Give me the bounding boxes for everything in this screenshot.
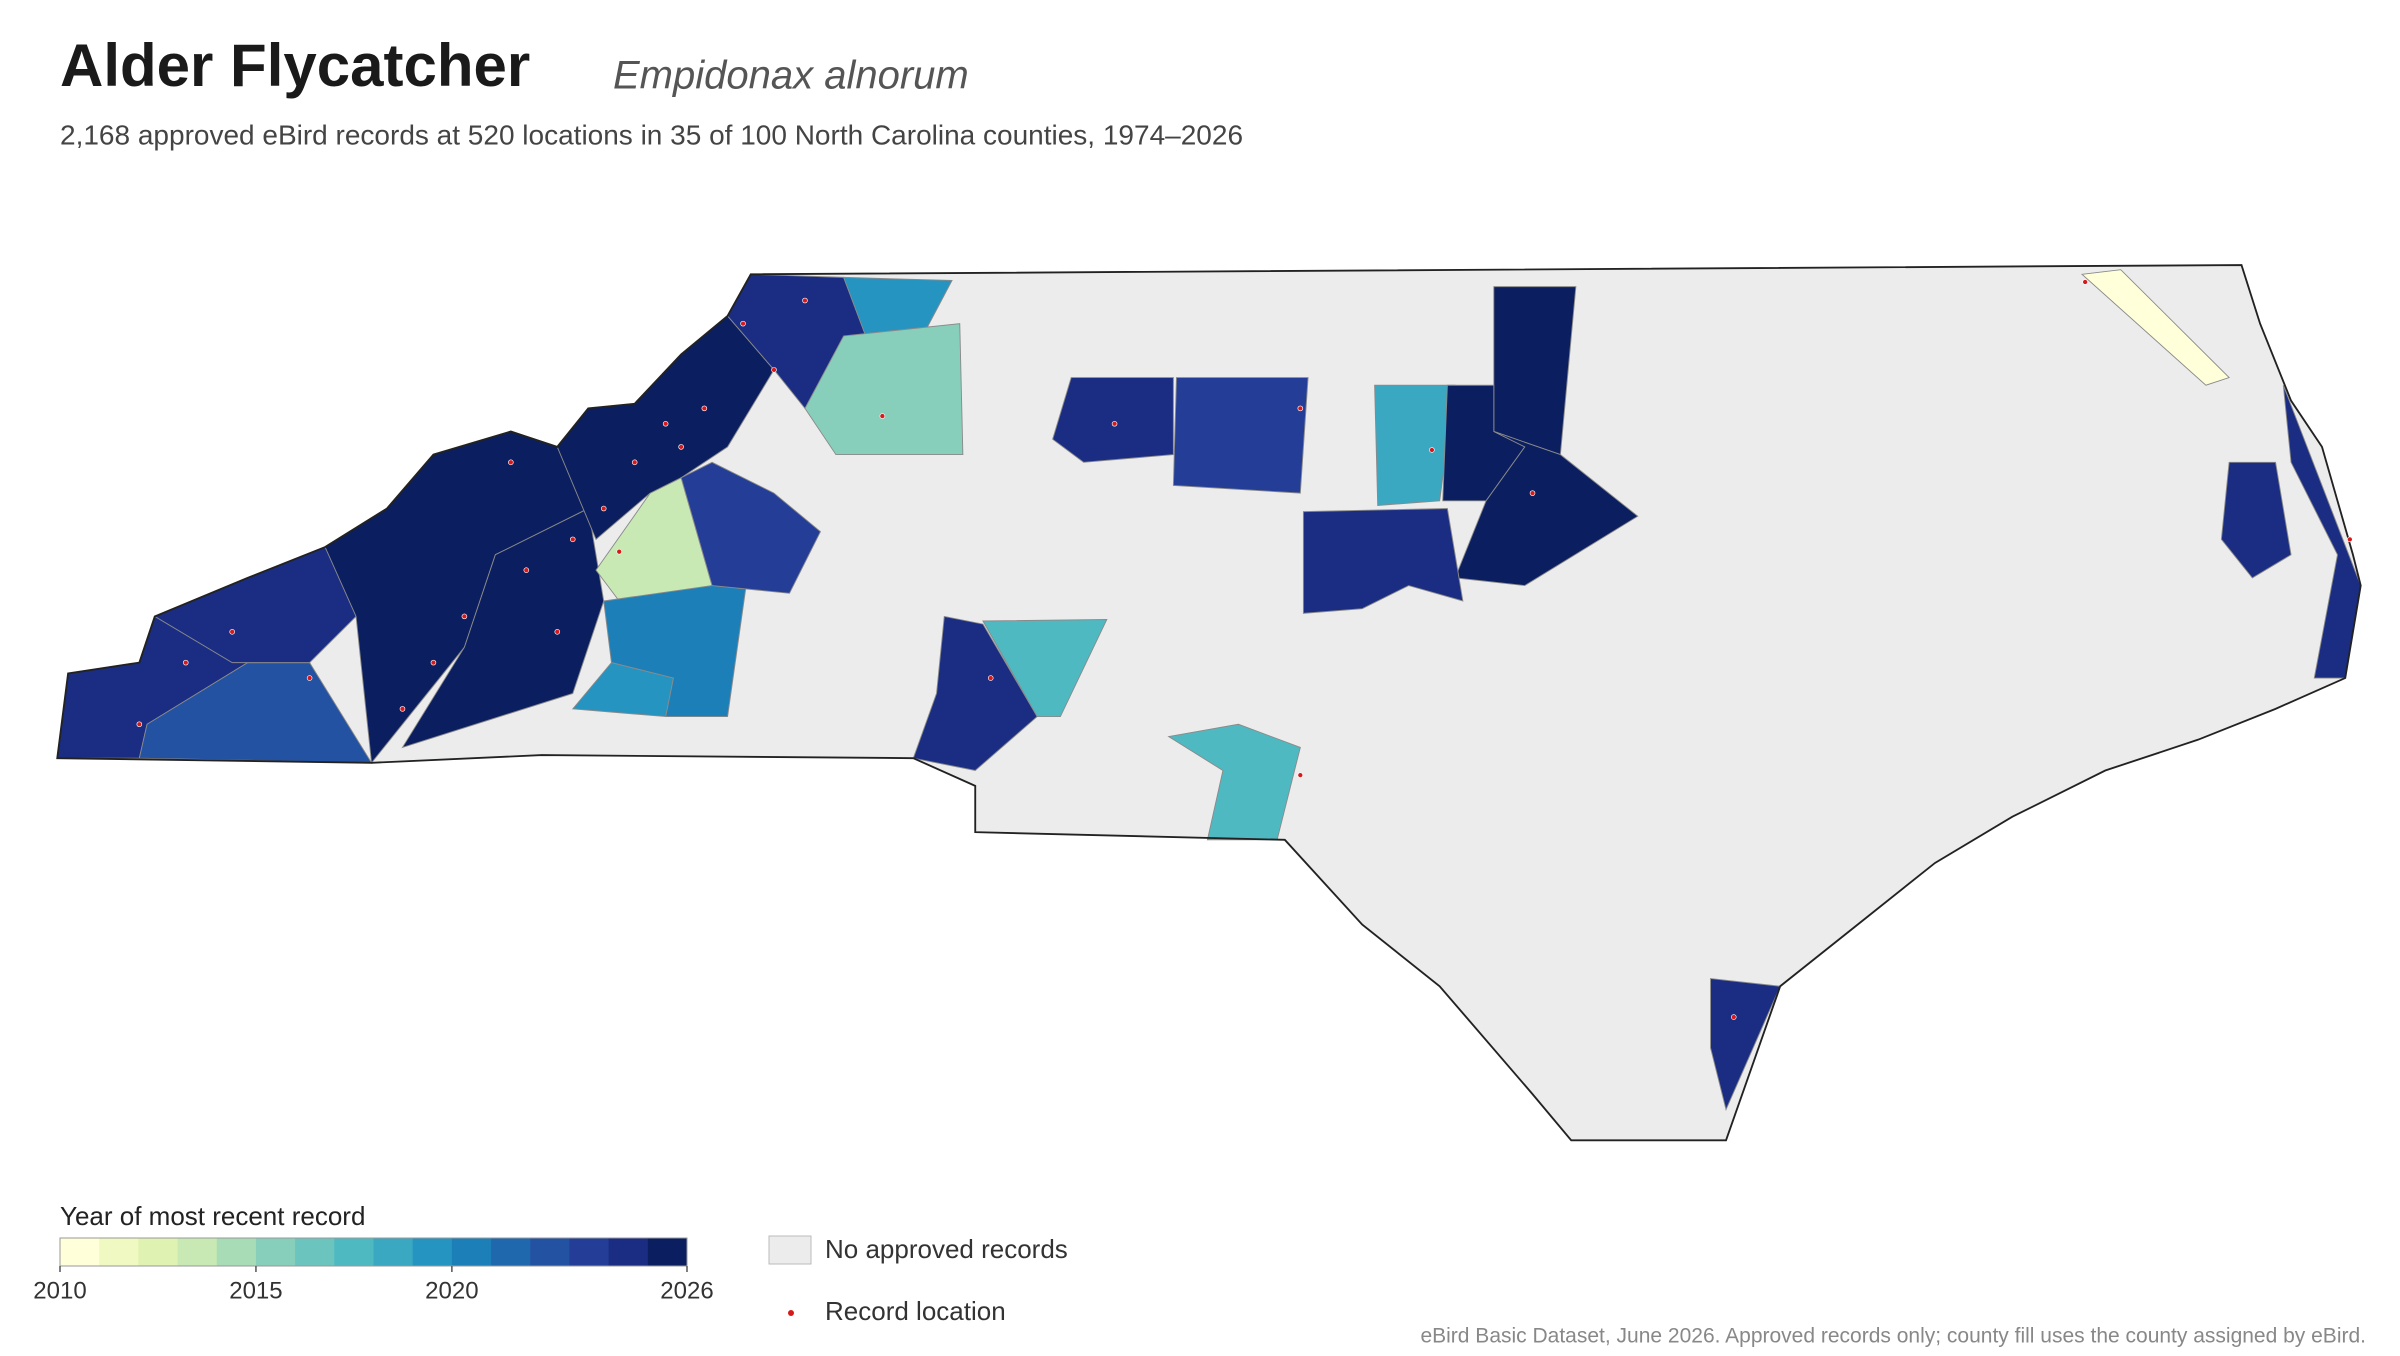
title: Alder Flycatcher xyxy=(60,32,530,99)
state-outline xyxy=(56,264,2362,1142)
record-dot xyxy=(2082,279,2088,285)
colorbar-tick-label: 2010 xyxy=(33,1277,86,1304)
record-dot xyxy=(136,721,143,728)
colorbar-step xyxy=(373,1238,414,1266)
record-dot xyxy=(523,567,530,573)
county xyxy=(982,619,1108,718)
record-dot xyxy=(229,629,235,635)
county xyxy=(1454,431,1639,587)
colorbar-step xyxy=(177,1238,218,1266)
county xyxy=(680,461,822,594)
legend-title: Year of most recent record xyxy=(60,1201,365,1231)
record-dot xyxy=(1297,772,1304,778)
record-dot xyxy=(569,536,576,543)
county xyxy=(571,662,674,718)
record-dot xyxy=(802,297,808,304)
colorbar-step xyxy=(647,1238,688,1266)
record-dot xyxy=(1529,490,1536,496)
county xyxy=(1302,508,1464,614)
county xyxy=(1710,978,1781,1111)
record-dot xyxy=(399,706,406,712)
colorbar-tick-label: 2026 xyxy=(660,1277,713,1304)
record-dot xyxy=(600,505,607,512)
county xyxy=(804,323,964,456)
colorbar-tick-label: 2020 xyxy=(425,1277,478,1304)
map xyxy=(56,264,2362,1142)
colorbar-step xyxy=(412,1238,453,1266)
record-dot xyxy=(508,459,514,466)
colorbar-step xyxy=(138,1238,179,1266)
county xyxy=(2080,269,2230,386)
record-dot xyxy=(678,444,684,450)
colorbar-step xyxy=(216,1238,257,1266)
points-label: Record location xyxy=(825,1296,1006,1326)
record-dot xyxy=(662,421,669,427)
county xyxy=(138,662,373,764)
record-dot xyxy=(461,613,468,620)
point-swatch xyxy=(788,1310,794,1316)
colorbar-tick-label: 2015 xyxy=(229,1277,282,1304)
colorbar-frame xyxy=(59,1237,688,1267)
county xyxy=(912,615,1038,771)
record-dot xyxy=(1297,405,1304,412)
scientific-name: Empidonax alnorum xyxy=(613,54,969,98)
record-dot xyxy=(2347,536,2353,543)
record-dot xyxy=(771,367,777,373)
record-dot xyxy=(616,548,622,555)
county xyxy=(1374,384,1456,506)
record-dot xyxy=(987,675,994,681)
record-dot xyxy=(740,320,746,327)
record-dot xyxy=(182,659,189,666)
colorbar-step xyxy=(451,1238,492,1266)
colorbar-step xyxy=(530,1238,570,1266)
county xyxy=(1172,377,1309,494)
county xyxy=(1052,377,1174,463)
record-dot xyxy=(430,659,437,666)
colorbar: 2010 2015 2020 2026 xyxy=(33,1237,714,1304)
subtitle: 2,168 approved eBird records at 520 loca… xyxy=(60,119,1243,150)
colorbar-step xyxy=(334,1238,374,1266)
colorbar-step xyxy=(608,1238,649,1266)
colorbar-step xyxy=(255,1238,296,1266)
record-dot xyxy=(306,675,313,681)
record-dot xyxy=(1111,421,1118,427)
record-dot xyxy=(631,459,638,466)
colorbar-step xyxy=(491,1238,531,1266)
county xyxy=(2220,461,2292,579)
no-data-label: No approved records xyxy=(825,1234,1068,1264)
colorbar-step xyxy=(60,1238,100,1266)
record-dot xyxy=(1429,447,1435,453)
record-dot xyxy=(879,413,886,419)
no-data-swatch xyxy=(768,1235,812,1265)
source-note: eBird Basic Dataset, June 2026. Approved… xyxy=(1420,1325,2366,1348)
record-dot xyxy=(701,405,708,412)
record-dot xyxy=(1730,1014,1737,1020)
colorbar-step xyxy=(569,1238,610,1266)
record-dot xyxy=(554,629,561,635)
colorbar-step xyxy=(295,1238,335,1266)
colorbar-step xyxy=(99,1238,139,1266)
